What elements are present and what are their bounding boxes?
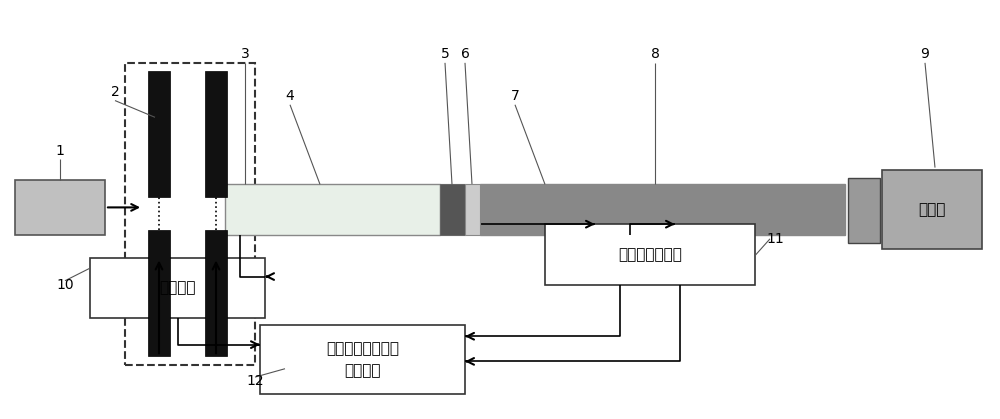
Bar (440, 184, 465, 235)
Text: 3: 3 (241, 47, 249, 62)
Bar (90, 258, 265, 318)
Text: 测速电路: 测速电路 (159, 281, 196, 295)
Text: 1: 1 (56, 144, 64, 158)
Bar (148, 230, 170, 356)
Text: 8: 8 (651, 47, 659, 62)
Bar (225, 184, 440, 235)
Text: 9: 9 (921, 47, 929, 62)
Bar (848, 178, 880, 243)
Text: 10: 10 (56, 278, 74, 292)
Bar (480, 184, 845, 235)
Text: 6: 6 (461, 47, 469, 62)
Text: 信号处理、显示、
存储模块: 信号处理、显示、 存储模块 (326, 341, 399, 378)
Bar (882, 170, 982, 249)
Text: 阻尼器: 阻尼器 (918, 202, 946, 217)
Bar (15, 180, 105, 235)
Text: 7: 7 (511, 89, 519, 103)
Bar (545, 224, 755, 285)
Bar (205, 71, 227, 197)
Text: 12: 12 (246, 374, 264, 388)
Bar (148, 71, 170, 197)
Bar (125, 63, 255, 365)
Text: 2: 2 (111, 85, 119, 99)
Bar (465, 184, 480, 235)
Text: 4: 4 (286, 89, 294, 103)
Text: 双路电荷放大器: 双路电荷放大器 (618, 247, 682, 262)
Text: 5: 5 (441, 47, 449, 62)
Bar (260, 325, 465, 394)
Bar (205, 230, 227, 356)
Text: 11: 11 (766, 232, 784, 246)
